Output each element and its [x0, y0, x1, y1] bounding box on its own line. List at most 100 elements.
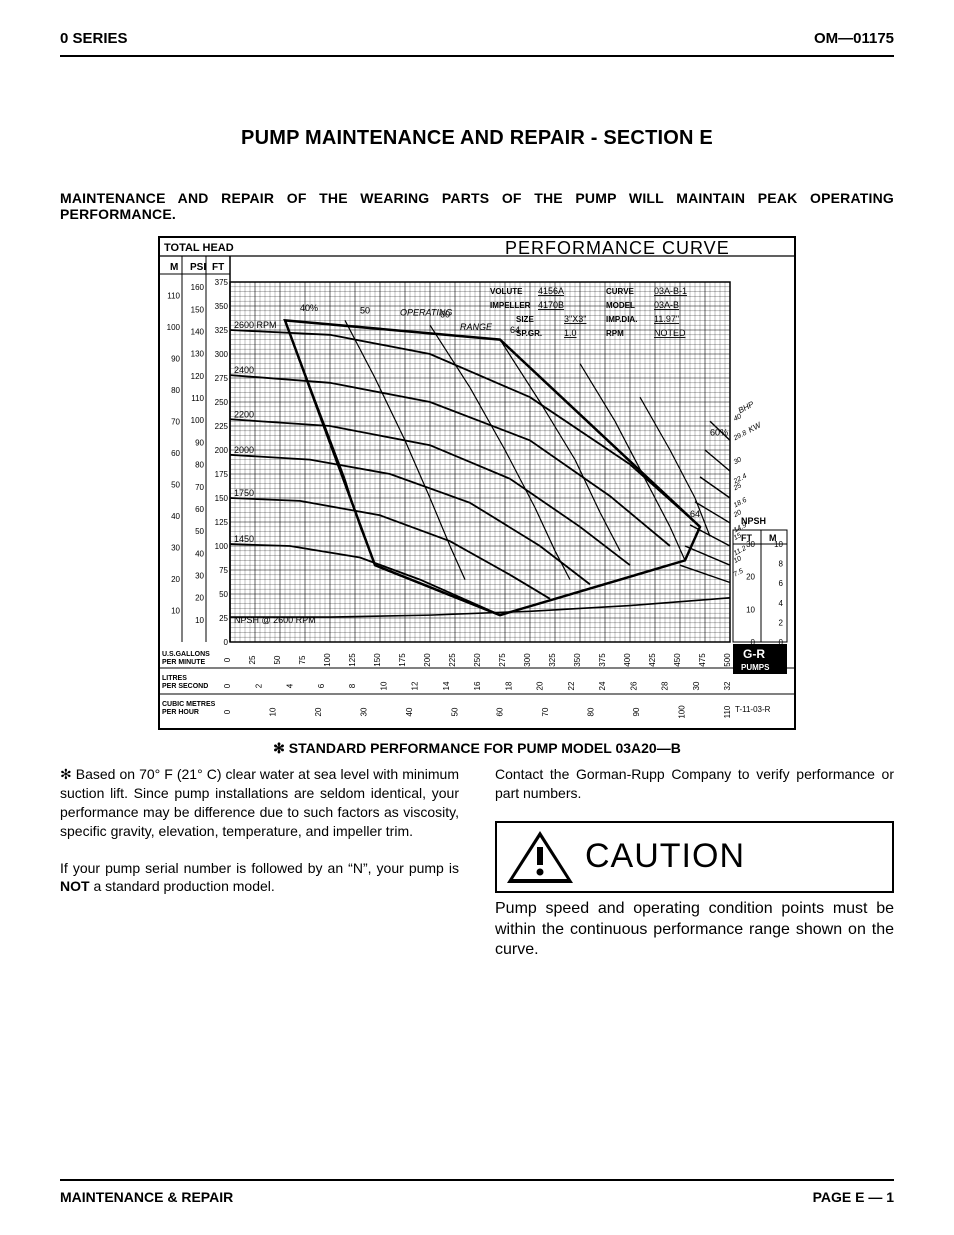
svg-text:450: 450 [673, 653, 682, 667]
svg-text:0: 0 [223, 683, 232, 688]
svg-text:70: 70 [171, 418, 180, 427]
svg-text:375: 375 [215, 278, 229, 287]
svg-text:30: 30 [171, 544, 180, 553]
svg-text:30: 30 [195, 571, 204, 580]
svg-text:140: 140 [191, 328, 205, 337]
svg-text:7.5: 7.5 [733, 568, 745, 579]
svg-text:375: 375 [598, 653, 607, 667]
svg-text:160: 160 [191, 283, 205, 292]
performance-curve-chart: TOTAL HEADPERFORMANCE CURVEMPSIFT0255075… [158, 236, 796, 730]
svg-text:225: 225 [448, 653, 457, 667]
svg-text:175: 175 [398, 653, 407, 667]
svg-text:80: 80 [171, 386, 180, 395]
svg-text:10: 10 [195, 616, 204, 625]
svg-text:2200: 2200 [234, 409, 254, 419]
lead-paragraph: MAINTENANCE AND REPAIR OF THE WEARING PA… [60, 190, 894, 222]
svg-text:20: 20 [195, 594, 204, 603]
svg-text:100: 100 [678, 705, 687, 719]
svg-text:130: 130 [191, 350, 205, 359]
note-serial-bold: NOT [60, 878, 90, 894]
svg-text:M: M [170, 262, 178, 273]
svg-text:18.6: 18.6 [733, 497, 748, 510]
svg-text:75: 75 [298, 655, 307, 664]
caution-text: Pump speed and operating condition point… [495, 899, 894, 961]
svg-text:275: 275 [215, 374, 229, 383]
svg-text:60: 60 [195, 505, 204, 514]
svg-text:20: 20 [746, 573, 755, 582]
svg-text:PER SECOND: PER SECOND [162, 683, 208, 690]
caution-box: CAUTION [495, 821, 894, 893]
svg-text:CURVE: CURVE [606, 287, 635, 296]
svg-text:25: 25 [219, 614, 228, 623]
svg-text:8: 8 [348, 683, 357, 688]
svg-text:80: 80 [195, 461, 204, 470]
svg-text:50: 50 [195, 527, 204, 536]
svg-text:0: 0 [224, 638, 229, 647]
svg-text:PER MINUTE: PER MINUTE [162, 659, 206, 666]
svg-text:T-11-03-R: T-11-03-R [735, 705, 771, 714]
svg-text:24: 24 [598, 681, 607, 690]
svg-text:IMPELLER: IMPELLER [490, 301, 531, 310]
svg-text:425: 425 [648, 653, 657, 667]
svg-text:PUMPS: PUMPS [741, 663, 770, 672]
svg-text:40%: 40% [300, 303, 318, 313]
svg-text:PERFORMANCE CURVE: PERFORMANCE CURVE [505, 238, 730, 258]
svg-text:70: 70 [541, 707, 550, 716]
header-left: 0 SERIES [60, 30, 128, 47]
svg-text:CUBIC METRES: CUBIC METRES [162, 701, 216, 708]
svg-text:40: 40 [195, 549, 204, 558]
svg-text:10: 10 [171, 607, 180, 616]
svg-text:60%: 60% [710, 428, 728, 438]
svg-text:60: 60 [171, 449, 180, 458]
svg-text:1450: 1450 [234, 534, 254, 544]
svg-text:30: 30 [746, 540, 755, 549]
svg-text:0: 0 [223, 657, 232, 662]
svg-text:10: 10 [746, 605, 755, 614]
svg-text:150: 150 [215, 494, 229, 503]
svg-text:BHP: BHP [737, 399, 756, 415]
svg-text:90: 90 [171, 355, 180, 364]
svg-text:26: 26 [629, 681, 638, 690]
svg-text:200: 200 [215, 446, 229, 455]
svg-text:FT: FT [212, 262, 224, 273]
svg-text:03A-B: 03A-B [654, 300, 679, 310]
svg-text:NOTED: NOTED [654, 328, 686, 338]
svg-text:0: 0 [223, 709, 232, 714]
svg-text:1.0: 1.0 [564, 328, 577, 338]
svg-text:500: 500 [723, 653, 732, 667]
svg-text:4: 4 [779, 599, 784, 608]
note-serial-a: If your pump serial number is followed b… [60, 860, 459, 876]
note-serial: If your pump serial number is followed b… [60, 859, 459, 897]
svg-text:325: 325 [548, 653, 557, 667]
header-right: OM—01175 [814, 30, 894, 47]
svg-text:125: 125 [348, 653, 357, 667]
svg-text:25: 25 [732, 482, 743, 492]
svg-text:10: 10 [379, 681, 388, 690]
svg-text:50: 50 [273, 655, 282, 664]
footer-right: PAGE E — 1 [813, 1189, 894, 1205]
svg-text:80: 80 [587, 707, 596, 716]
right-column: Contact the Gorman-Rupp Company to verif… [495, 765, 894, 979]
svg-text:75: 75 [219, 566, 228, 575]
svg-text:64: 64 [690, 509, 700, 519]
svg-text:20: 20 [536, 681, 545, 690]
svg-text:100: 100 [323, 653, 332, 667]
svg-text:1750: 1750 [234, 488, 254, 498]
section-title: PUMP MAINTENANCE AND REPAIR - SECTION E [60, 127, 894, 150]
svg-text:50: 50 [219, 590, 228, 599]
svg-text:NPSH @ 2600 RPM: NPSH @ 2600 RPM [234, 615, 316, 625]
svg-text:11.97": 11.97" [654, 314, 679, 324]
svg-text:60: 60 [496, 707, 505, 716]
svg-text:10: 10 [733, 555, 743, 565]
svg-text:2400: 2400 [234, 365, 254, 375]
warning-icon [505, 829, 575, 885]
svg-text:03A-B-1: 03A-B-1 [654, 286, 687, 296]
svg-text:22: 22 [567, 681, 576, 690]
chart-caption: ✻ STANDARD PERFORMANCE FOR PUMP MODEL 03… [60, 740, 894, 757]
contact-note: Contact the Gorman-Rupp Company to verif… [495, 765, 894, 803]
svg-text:RPM: RPM [606, 329, 624, 338]
svg-text:200: 200 [423, 653, 432, 667]
svg-text:2: 2 [779, 618, 784, 627]
svg-text:10: 10 [774, 540, 783, 549]
svg-text:50: 50 [450, 707, 459, 716]
